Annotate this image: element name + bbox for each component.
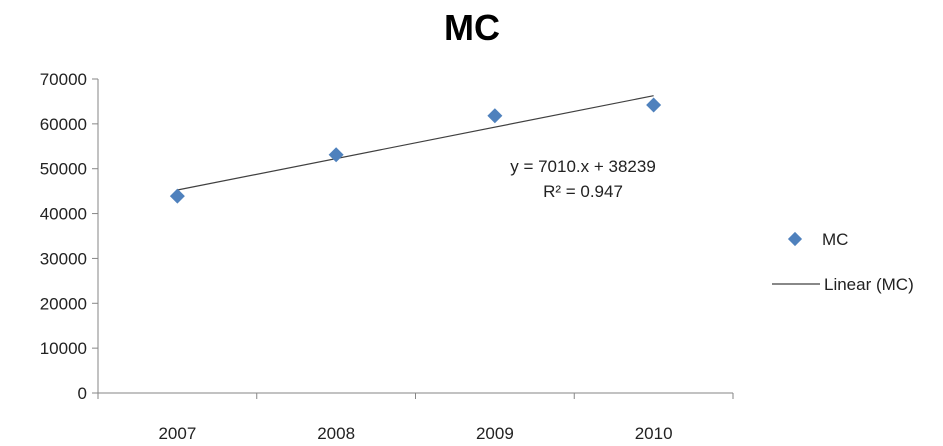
trendline-equation: y = 7010.x + 38239 bbox=[510, 157, 656, 176]
trendline bbox=[177, 95, 654, 191]
x-tick-label: 2010 bbox=[635, 424, 673, 443]
y-tick-label: 60000 bbox=[40, 115, 87, 134]
y-tick-label: 70000 bbox=[40, 70, 87, 89]
y-tick-label: 30000 bbox=[40, 249, 87, 268]
data-point-marker bbox=[646, 97, 662, 113]
x-tick-label: 2008 bbox=[317, 424, 355, 443]
data-point-marker bbox=[328, 147, 344, 163]
trendline-group bbox=[177, 95, 654, 191]
y-tick-label: 10000 bbox=[40, 339, 87, 358]
axes bbox=[97, 79, 733, 394]
chart-title: MC bbox=[444, 7, 500, 48]
legend-label-mc: MC bbox=[822, 230, 848, 249]
y-tick-label: 40000 bbox=[40, 205, 87, 224]
legend: MC Linear (MC) bbox=[772, 230, 914, 294]
x-tick-label: 2009 bbox=[476, 424, 514, 443]
x-tick-label: 2007 bbox=[158, 424, 196, 443]
legend-marker-mc bbox=[787, 231, 803, 247]
y-axis-ticks: 70000 60000 50000 40000 30000 20000 10000 0 bbox=[40, 70, 98, 403]
y-tick-label: 0 bbox=[78, 384, 87, 403]
x-axis-ticks: 2007 2008 2009 2010 bbox=[97, 393, 734, 443]
data-points bbox=[169, 97, 662, 204]
trendline-r-squared: R² = 0.947 bbox=[543, 182, 623, 201]
y-tick-label: 50000 bbox=[40, 160, 87, 179]
data-point-marker bbox=[169, 188, 185, 204]
legend-label-trend: Linear (MC) bbox=[824, 275, 914, 294]
data-point-marker bbox=[487, 108, 503, 124]
y-tick-label: 20000 bbox=[40, 294, 87, 313]
